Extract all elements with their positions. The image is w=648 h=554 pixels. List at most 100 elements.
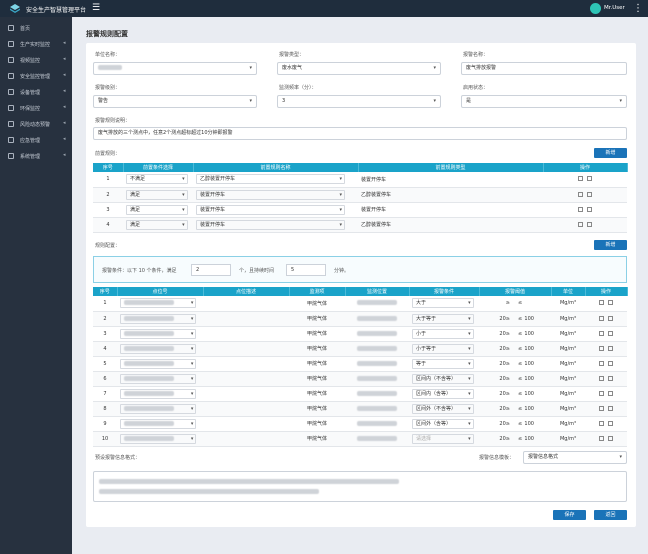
edit-icon[interactable] <box>599 300 604 306</box>
threshold-low[interactable]: 20 <box>499 330 506 337</box>
delete-icon[interactable] <box>587 206 592 212</box>
sidebar-item-6[interactable]: 风险动态预警 ◂ <box>0 116 72 132</box>
sidebar-item-3[interactable]: 安全监控管理 ◂ <box>0 68 72 84</box>
name-input[interactable]: 废气排放报警 <box>461 62 627 75</box>
threshold-low[interactable]: 20 <box>499 315 506 322</box>
point-select[interactable]: ▾ <box>117 356 203 372</box>
add-rule-button[interactable]: 新增 <box>594 240 627 250</box>
threshold-high[interactable]: 100 <box>524 390 534 397</box>
alarm-condition-select[interactable]: 区间内（含等） ▾ <box>409 386 479 402</box>
edit-icon[interactable] <box>599 315 604 321</box>
alarm-condition-select[interactable]: 等于 ▾ <box>409 356 479 372</box>
more-vertical-icon[interactable]: ⋮ <box>633 3 643 14</box>
alarm-condition-select[interactable]: 请选择 ▾ <box>409 431 479 447</box>
sidebar-item-1[interactable]: 生产实时监控 ◂ <box>0 36 72 52</box>
edit-icon[interactable] <box>578 191 583 197</box>
sidebar-item-8[interactable]: 系统管理 ◂ <box>0 148 72 164</box>
hamburger-icon[interactable]: ☰ <box>91 3 101 13</box>
type-select[interactable]: 废水废气 ▾ <box>277 62 441 75</box>
add-pre-rule-button[interactable]: 新增 <box>594 148 627 158</box>
enabled-select[interactable]: 是 ▾ <box>461 95 627 108</box>
pre-rule-name-select[interactable]: 装置开停车 ▾ <box>193 187 358 203</box>
threshold-inputs[interactable]: 20≥ ≤100 <box>479 371 551 387</box>
delete-icon[interactable] <box>608 360 613 366</box>
pre-condition-select[interactable]: 满足 ▾ <box>123 202 193 218</box>
threshold-high[interactable]: 100 <box>524 345 534 352</box>
desc-input[interactable]: 废气排放的三个测点中，任意2个测点超标超过10分钟即报警 <box>93 127 627 140</box>
delete-icon[interactable] <box>587 176 592 182</box>
threshold-low[interactable]: 20 <box>499 390 506 397</box>
edit-icon[interactable] <box>599 345 604 351</box>
point-select[interactable]: ▾ <box>117 311 203 327</box>
pre-condition-select[interactable]: 满足 ▾ <box>123 187 193 203</box>
threshold-inputs[interactable]: 20≥ ≤100 <box>479 386 551 402</box>
unit-select[interactable]: ▾ <box>93 62 257 75</box>
msg-template-select[interactable]: 报警信息格式 ▾ <box>523 451 627 464</box>
point-select[interactable]: ▾ <box>117 401 203 417</box>
edit-icon[interactable] <box>599 390 604 396</box>
pre-condition-select[interactable]: 不满足 ▾ <box>123 172 193 188</box>
edit-icon[interactable] <box>599 360 604 366</box>
edit-icon[interactable] <box>599 405 604 411</box>
delete-icon[interactable] <box>608 345 613 351</box>
threshold-low[interactable]: 20 <box>499 345 506 352</box>
edit-icon[interactable] <box>599 420 604 426</box>
delete-icon[interactable] <box>608 330 613 336</box>
threshold-inputs[interactable]: 20≥ ≤100 <box>479 341 551 357</box>
threshold-inputs[interactable]: 20≥ ≤100 <box>479 401 551 417</box>
threshold-high[interactable]: 100 <box>524 420 534 427</box>
sidebar-item-2[interactable]: 视频监控 ◂ <box>0 52 72 68</box>
user-name[interactable]: Mr.User <box>604 5 625 11</box>
threshold-inputs[interactable]: ≥ ≤ <box>479 296 551 312</box>
alarm-condition-select[interactable]: 大于 ▾ <box>409 296 479 312</box>
edit-icon[interactable] <box>599 375 604 381</box>
threshold-inputs[interactable]: 20≥ ≤100 <box>479 356 551 372</box>
level-select[interactable]: 警告 ▾ <box>93 95 257 108</box>
point-select[interactable]: ▾ <box>117 296 203 312</box>
sidebar-item-4[interactable]: 设备管理 ◂ <box>0 84 72 100</box>
delete-icon[interactable] <box>587 191 592 197</box>
sidebar-item-7[interactable]: 应急管理 ◂ <box>0 132 72 148</box>
threshold-high[interactable]: 100 <box>524 330 534 337</box>
alarm-condition-select[interactable]: 小于 ▾ <box>409 326 479 342</box>
avatar[interactable] <box>590 3 601 14</box>
save-button[interactable]: 保存 <box>553 510 586 520</box>
alarm-condition-select[interactable]: 区间内（不含等） ▾ <box>409 371 479 387</box>
threshold-high[interactable]: 100 <box>524 435 534 442</box>
threshold-high[interactable]: 100 <box>524 375 534 382</box>
threshold-low[interactable]: 20 <box>499 360 506 367</box>
freq-select[interactable]: 3 ▾ <box>277 95 441 108</box>
alarm-condition-select[interactable]: 大于等于 ▾ <box>409 311 479 327</box>
threshold-high[interactable]: 100 <box>524 405 534 412</box>
point-select[interactable]: ▾ <box>117 341 203 357</box>
point-select[interactable]: ▾ <box>117 386 203 402</box>
threshold-inputs[interactable]: 20≥ ≤100 <box>479 326 551 342</box>
pre-rule-name-select[interactable]: 装置开停车 ▾ <box>193 202 358 218</box>
cond-duration-input[interactable]: 5 <box>286 264 326 276</box>
threshold-inputs[interactable]: 20≥ ≤100 <box>479 311 551 327</box>
msg-format-textarea[interactable] <box>93 471 627 502</box>
alarm-condition-select[interactable]: 区间外（不含等） ▾ <box>409 401 479 417</box>
pre-rule-name-select[interactable]: 装置开停车 ▾ <box>193 217 358 233</box>
threshold-high[interactable]: 100 <box>524 360 534 367</box>
pre-condition-select[interactable]: 满足 ▾ <box>123 217 193 233</box>
edit-icon[interactable] <box>578 176 583 182</box>
threshold-low[interactable]: 20 <box>499 435 506 442</box>
edit-icon[interactable] <box>599 435 604 441</box>
delete-icon[interactable] <box>608 300 613 306</box>
edit-icon[interactable] <box>599 330 604 336</box>
point-select[interactable]: ▾ <box>117 431 203 447</box>
delete-icon[interactable] <box>608 390 613 396</box>
point-select[interactable]: ▾ <box>117 326 203 342</box>
delete-icon[interactable] <box>608 375 613 381</box>
pre-rule-name-select[interactable]: 乙醇装置开停车 ▾ <box>193 172 358 188</box>
threshold-high[interactable]: 100 <box>524 315 534 322</box>
threshold-low[interactable]: 20 <box>499 375 506 382</box>
sidebar-item-5[interactable]: 环保监控 ◂ <box>0 100 72 116</box>
threshold-low[interactable]: 20 <box>499 405 506 412</box>
sidebar-item-0[interactable]: 首页 <box>0 20 72 36</box>
cond-count-input[interactable]: 2 <box>191 264 231 276</box>
delete-icon[interactable] <box>608 405 613 411</box>
delete-icon[interactable] <box>608 435 613 441</box>
threshold-inputs[interactable]: 20≥ ≤100 <box>479 431 551 447</box>
